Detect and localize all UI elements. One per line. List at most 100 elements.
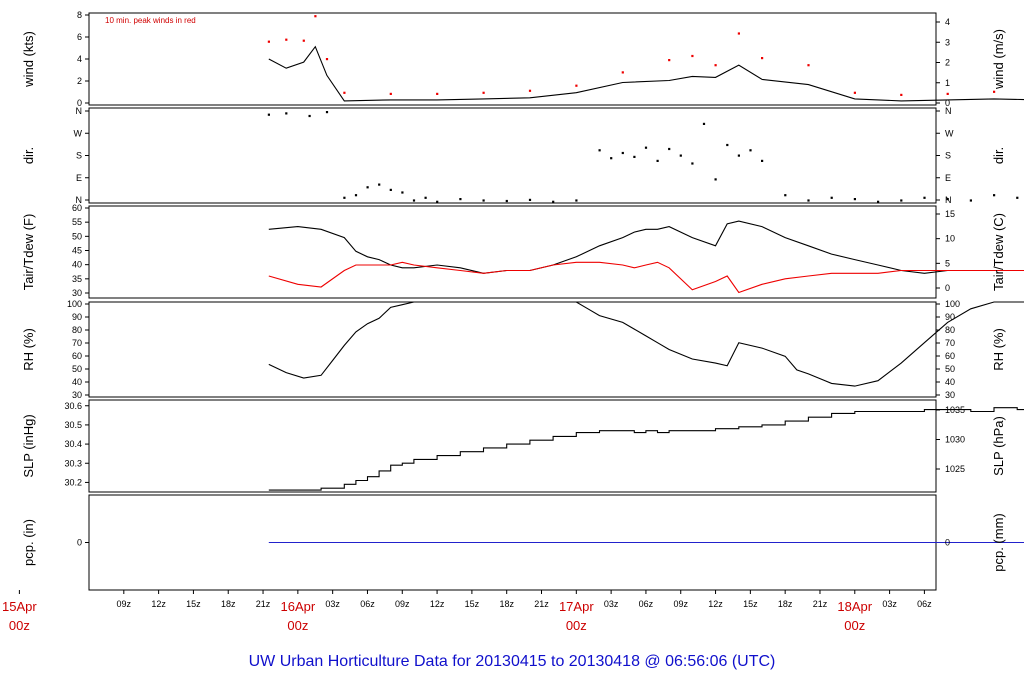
y-axis-label-left: wind (kts) (21, 31, 36, 88)
right-tick-label: N (945, 195, 952, 205)
series-point-dir (656, 159, 659, 162)
right-tick-label: 60 (945, 351, 955, 361)
right-tick-label: 0 (945, 98, 950, 108)
series-point-dir (644, 146, 648, 149)
y-axis-label-left: dir. (21, 147, 36, 164)
series-point-dir (668, 147, 671, 151)
right-tick-label: 90 (945, 312, 955, 322)
series-point-dir (726, 143, 729, 147)
right-tick-label: 5 (945, 258, 950, 268)
series-point-dir (993, 194, 996, 197)
series-point-dir (853, 198, 856, 201)
left-tick-label: 0 (77, 538, 82, 548)
left-tick-label: N (76, 195, 83, 205)
series-point-wind (621, 71, 624, 74)
series-point-wind (302, 39, 305, 42)
right-tick-label: 1025 (945, 464, 965, 474)
series-point-wind (900, 93, 903, 96)
panel-frame-dir (88, 107, 937, 204)
x-tick-label: 03z (325, 599, 340, 609)
series-point-dir (877, 200, 880, 203)
series-point-dir (378, 183, 381, 186)
x-tick-label: 15z (743, 599, 758, 609)
left-tick-label: 40 (72, 260, 82, 270)
left-tick-label: 0 (77, 98, 82, 108)
day-hour-label: 00z (844, 618, 865, 633)
x-tick-label: 21z (256, 599, 271, 609)
panel-frames (18, 12, 940, 594)
series-point-wind (285, 38, 288, 41)
left-tick-label: 60 (72, 351, 82, 361)
series-point-dir (946, 198, 949, 201)
y-axis-label-left: pcp. (in) (21, 519, 36, 566)
left-tick-label: 8 (77, 10, 82, 20)
y-axis-label-right: Tair/Tdew (C) (991, 213, 1006, 291)
series-point-wind (267, 40, 270, 43)
series-point-dir (807, 199, 810, 202)
x-tick-label: 21z (534, 599, 549, 609)
series-point-dir (308, 114, 311, 118)
y-axis-label-left: SLP (inHg) (21, 414, 36, 477)
x-tick-label: 06z (917, 599, 932, 609)
day-label: 15Apr (2, 599, 37, 614)
left-tick-label: N (76, 106, 83, 116)
day-label: 18Apr (837, 599, 872, 614)
left-tick-label: 50 (72, 364, 82, 374)
right-tick-label: 4 (945, 17, 950, 27)
series-point-dir (552, 200, 555, 203)
series-point-wind (807, 64, 810, 67)
day-hour-label: 00z (287, 618, 308, 633)
y-axis-label-right: wind (m/s) (991, 29, 1006, 90)
right-tick-label: 30 (945, 390, 955, 400)
series-point-wind (436, 92, 439, 95)
day-hour-label: 00z (566, 618, 587, 633)
x-tick-label: 09z (117, 599, 132, 609)
series-point-dir (412, 199, 416, 202)
series-point-wind (853, 91, 856, 94)
series-point-wind (993, 90, 996, 93)
series-point-dir (679, 154, 682, 157)
series-point-dir (1016, 196, 1019, 199)
left-tick-label: 55 (72, 217, 82, 227)
y-axis-label-right: dir. (991, 147, 1006, 164)
x-tick-label: 06z (360, 599, 375, 609)
panel-frame-slp (88, 399, 937, 493)
series-point-dir (702, 122, 706, 125)
series-point-dir (424, 196, 427, 199)
day-label: 17Apr (559, 599, 594, 614)
left-tick-label: 100 (67, 299, 82, 309)
series-point-wind (314, 15, 317, 18)
data-series (267, 15, 1024, 544)
series-point-dir (900, 199, 903, 202)
series-point-dir (528, 198, 532, 201)
series-point-dir (505, 199, 508, 203)
x-tick-label: 12z (151, 599, 166, 609)
left-tick-label: 90 (72, 312, 82, 322)
left-tick-label: 45 (72, 246, 82, 256)
series-point-dir (285, 112, 288, 115)
x-tick-label: 12z (430, 599, 445, 609)
left-tick-label: 60 (72, 203, 82, 213)
series-point-dir (343, 196, 346, 199)
series-point-dir (830, 196, 833, 199)
left-tick-label: 30.2 (64, 477, 82, 487)
y-axis-label-right: pcp. (mm) (991, 513, 1006, 572)
series-point-wind (325, 58, 329, 61)
series-point-wind (714, 64, 717, 67)
x-tick-label: 15z (186, 599, 201, 609)
series-point-dir (749, 149, 752, 152)
left-tick-label: 30 (72, 390, 82, 400)
right-tick-label: 1030 (945, 435, 965, 445)
left-tick-label: 30 (72, 288, 82, 298)
series-point-dir (401, 191, 404, 194)
series-line-wind-1 (268, 45, 1024, 102)
series-point-dir (598, 149, 601, 152)
series-point-wind (482, 91, 485, 94)
x-tick-label: 09z (673, 599, 688, 609)
left-tick-label: E (76, 173, 82, 183)
x-tick-label: 18z (778, 599, 793, 609)
panel-frame-rh (88, 301, 937, 398)
left-tick-label: 80 (72, 325, 82, 335)
x-tick-label: 15z (465, 599, 480, 609)
